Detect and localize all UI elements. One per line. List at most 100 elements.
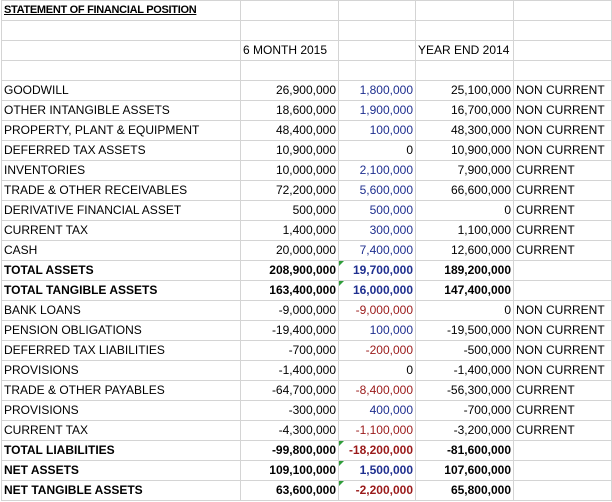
line-item-label[interactable]: OTHER INTANGIBLE ASSETS — [2, 101, 241, 121]
value-2015-cell[interactable]: 10,900,000 — [241, 141, 339, 161]
line-item-label[interactable]: TOTAL ASSETS — [2, 261, 241, 281]
change-cell[interactable]: 300,000 — [339, 221, 416, 241]
empty-cell[interactable] — [2, 41, 241, 61]
value-2015-cell[interactable]: 10,000,000 — [241, 161, 339, 181]
change-cell[interactable]: 100,000 — [339, 121, 416, 141]
value-2014-cell[interactable]: 65,800,000 — [416, 481, 514, 501]
value-2014-cell[interactable]: -81,600,000 — [416, 441, 514, 461]
line-item-label[interactable]: PENSION OBLIGATIONS — [2, 321, 241, 341]
line-item-label[interactable]: NET TANGIBLE ASSETS — [2, 481, 241, 501]
line-item-label[interactable]: PROVISIONS — [2, 401, 241, 421]
change-cell[interactable]: 1,900,000 — [339, 101, 416, 121]
classification-cell[interactable]: NON CURRENT — [514, 121, 612, 141]
line-item-label[interactable]: DERIVATIVE FINANCIAL ASSET — [2, 201, 241, 221]
header-6-month-2015[interactable]: 6 MONTH 2015 — [241, 41, 339, 61]
value-2014-cell[interactable]: -3,200,000 — [416, 421, 514, 441]
value-2014-cell[interactable]: 0 — [416, 201, 514, 221]
line-item-label[interactable]: TRADE & OTHER PAYABLES — [2, 381, 241, 401]
empty-cell[interactable] — [339, 41, 416, 61]
value-2015-cell[interactable]: 48,400,000 — [241, 121, 339, 141]
classification-cell[interactable]: CURRENT — [514, 401, 612, 421]
empty-cell[interactable] — [2, 61, 241, 81]
classification-cell[interactable]: CURRENT — [514, 221, 612, 241]
value-2014-cell[interactable]: 189,200,000 — [416, 261, 514, 281]
classification-cell[interactable]: CURRENT — [514, 181, 612, 201]
line-item-label[interactable]: CASH — [2, 241, 241, 261]
value-2015-cell[interactable]: -64,700,000 — [241, 381, 339, 401]
change-cell[interactable]: -2,200,000 — [339, 481, 416, 501]
empty-cell[interactable] — [241, 21, 339, 41]
empty-cell[interactable] — [416, 1, 514, 21]
value-2015-cell[interactable]: 1,400,000 — [241, 221, 339, 241]
change-cell[interactable]: 5,600,000 — [339, 181, 416, 201]
value-2014-cell[interactable]: -500,000 — [416, 341, 514, 361]
sheet-title[interactable]: STATEMENT OF FINANCIAL POSITION — [2, 1, 241, 21]
classification-cell[interactable]: NON CURRENT — [514, 361, 612, 381]
classification-cell[interactable]: NON CURRENT — [514, 81, 612, 101]
line-item-label[interactable]: INVENTORIES — [2, 161, 241, 181]
line-item-label[interactable]: TRADE & OTHER RECEIVABLES — [2, 181, 241, 201]
line-item-label[interactable]: DEFERRED TAX ASSETS — [2, 141, 241, 161]
value-2015-cell[interactable]: 72,200,000 — [241, 181, 339, 201]
change-cell[interactable]: 7,400,000 — [339, 241, 416, 261]
value-2015-cell[interactable]: -19,400,000 — [241, 321, 339, 341]
change-cell[interactable]: 16,000,000 — [339, 281, 416, 301]
change-cell[interactable]: 19,700,000 — [339, 261, 416, 281]
change-cell[interactable]: 2,100,000 — [339, 161, 416, 181]
change-cell[interactable]: 0 — [339, 361, 416, 381]
line-item-label[interactable]: PROVISIONS — [2, 361, 241, 381]
value-2015-cell[interactable]: 20,000,000 — [241, 241, 339, 261]
line-item-label[interactable]: BANK LOANS — [2, 301, 241, 321]
empty-cell[interactable] — [514, 61, 612, 81]
value-2015-cell[interactable]: 63,600,000 — [241, 481, 339, 501]
value-2014-cell[interactable]: 48,300,000 — [416, 121, 514, 141]
value-2015-cell[interactable]: -700,000 — [241, 341, 339, 361]
classification-cell[interactable]: NON CURRENT — [514, 141, 612, 161]
empty-cell[interactable] — [416, 61, 514, 81]
empty-cell[interactable] — [241, 1, 339, 21]
value-2014-cell[interactable]: 107,600,000 — [416, 461, 514, 481]
line-item-label[interactable]: TOTAL TANGIBLE ASSETS — [2, 281, 241, 301]
value-2014-cell[interactable]: -1,400,000 — [416, 361, 514, 381]
value-2014-cell[interactable]: -700,000 — [416, 401, 514, 421]
change-cell[interactable]: 0 — [339, 141, 416, 161]
empty-cell[interactable] — [514, 41, 612, 61]
value-2014-cell[interactable]: -19,500,000 — [416, 321, 514, 341]
empty-cell[interactable] — [339, 61, 416, 81]
value-2015-cell[interactable]: -99,800,000 — [241, 441, 339, 461]
value-2015-cell[interactable]: 163,400,000 — [241, 281, 339, 301]
value-2015-cell[interactable]: 500,000 — [241, 201, 339, 221]
line-item-label[interactable]: DEFERRED TAX LIABILITIES — [2, 341, 241, 361]
value-2015-cell[interactable]: 26,900,000 — [241, 81, 339, 101]
classification-cell[interactable]: CURRENT — [514, 201, 612, 221]
empty-cell[interactable] — [514, 21, 612, 41]
classification-cell[interactable] — [514, 261, 612, 281]
value-2015-cell[interactable]: -300,000 — [241, 401, 339, 421]
value-2014-cell[interactable]: 12,600,000 — [416, 241, 514, 261]
classification-cell[interactable]: CURRENT — [514, 161, 612, 181]
value-2015-cell[interactable]: 18,600,000 — [241, 101, 339, 121]
classification-cell[interactable]: NON CURRENT — [514, 301, 612, 321]
change-cell[interactable]: 1,500,000 — [339, 461, 416, 481]
value-2014-cell[interactable]: 7,900,000 — [416, 161, 514, 181]
change-cell[interactable]: 1,800,000 — [339, 81, 416, 101]
classification-cell[interactable] — [514, 281, 612, 301]
value-2014-cell[interactable]: 10,900,000 — [416, 141, 514, 161]
value-2015-cell[interactable]: 208,900,000 — [241, 261, 339, 281]
line-item-label[interactable]: CURRENT TAX — [2, 421, 241, 441]
change-cell[interactable]: -200,000 — [339, 341, 416, 361]
change-cell[interactable]: -1,100,000 — [339, 421, 416, 441]
classification-cell[interactable]: NON CURRENT — [514, 101, 612, 121]
value-2014-cell[interactable]: 66,600,000 — [416, 181, 514, 201]
change-cell[interactable]: -8,400,000 — [339, 381, 416, 401]
classification-cell[interactable] — [514, 461, 612, 481]
classification-cell[interactable] — [514, 441, 612, 461]
value-2015-cell[interactable]: -4,300,000 — [241, 421, 339, 441]
line-item-label[interactable]: CURRENT TAX — [2, 221, 241, 241]
change-cell[interactable]: -18,200,000 — [339, 441, 416, 461]
value-2014-cell[interactable]: 25,100,000 — [416, 81, 514, 101]
empty-cell[interactable] — [2, 21, 241, 41]
value-2014-cell[interactable]: 1,100,000 — [416, 221, 514, 241]
classification-cell[interactable]: NON CURRENT — [514, 321, 612, 341]
change-cell[interactable]: -9,000,000 — [339, 301, 416, 321]
